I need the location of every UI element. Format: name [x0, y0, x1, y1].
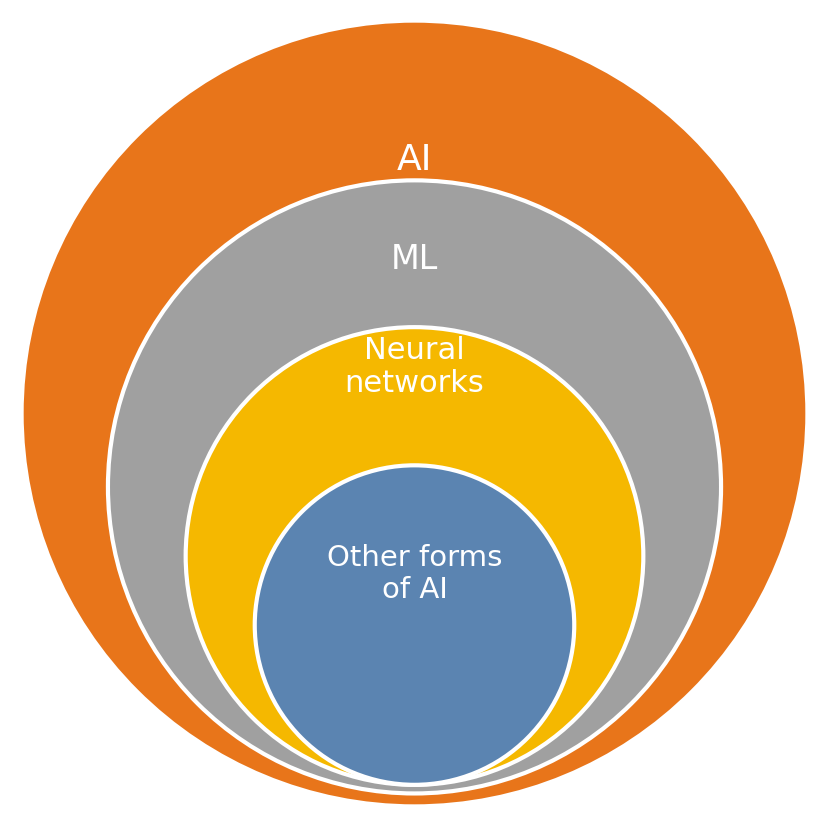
Text: AI: AI — [397, 142, 431, 176]
Circle shape — [22, 22, 806, 806]
Circle shape — [185, 328, 643, 785]
Text: ML: ML — [391, 243, 437, 275]
Text: Other forms
of AI: Other forms of AI — [326, 543, 502, 604]
Circle shape — [108, 181, 720, 793]
Circle shape — [254, 465, 574, 785]
Text: Neural
networks: Neural networks — [344, 335, 484, 397]
